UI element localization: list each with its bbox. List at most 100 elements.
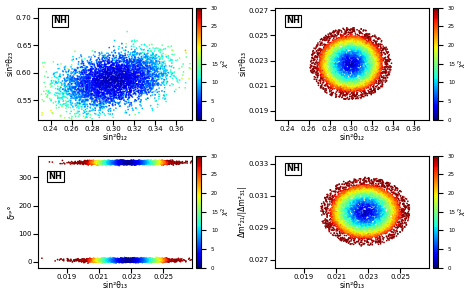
Point xyxy=(150,160,157,165)
Point xyxy=(100,258,107,262)
Point xyxy=(374,42,382,47)
Point xyxy=(369,46,376,51)
Point xyxy=(135,259,142,264)
Point xyxy=(84,97,91,102)
Point xyxy=(127,258,134,263)
Point xyxy=(144,161,151,166)
Point xyxy=(117,160,125,165)
Point xyxy=(366,235,374,239)
Point xyxy=(125,160,133,165)
Point xyxy=(358,67,366,71)
Point xyxy=(72,159,79,164)
Point xyxy=(148,160,155,165)
Point xyxy=(163,257,171,261)
Point xyxy=(330,86,338,91)
Point xyxy=(147,87,155,92)
Point xyxy=(163,69,170,73)
Point xyxy=(376,77,383,81)
Point xyxy=(331,220,338,225)
Point xyxy=(355,222,362,227)
Point xyxy=(358,78,366,83)
Point xyxy=(147,72,155,76)
Point xyxy=(342,211,350,216)
Point xyxy=(76,104,84,109)
Point xyxy=(133,259,140,264)
Point xyxy=(377,84,384,89)
Point xyxy=(115,160,122,165)
Point xyxy=(96,260,103,265)
Point xyxy=(337,34,345,39)
Point xyxy=(377,199,385,204)
Point xyxy=(83,258,91,263)
Point xyxy=(132,55,139,60)
Point xyxy=(350,63,357,68)
Point xyxy=(145,159,152,164)
Point xyxy=(385,226,393,231)
Point xyxy=(95,81,102,86)
Point xyxy=(122,160,129,165)
Point xyxy=(95,55,102,60)
Point xyxy=(121,258,128,262)
Point xyxy=(346,54,353,58)
Point xyxy=(62,69,70,74)
Point xyxy=(151,257,158,262)
Point xyxy=(118,160,126,165)
Point xyxy=(110,159,118,164)
Point xyxy=(323,65,330,70)
Point xyxy=(129,161,137,166)
Point xyxy=(127,258,134,263)
Point xyxy=(126,160,133,165)
Point xyxy=(153,65,160,70)
Point xyxy=(148,82,156,87)
Point xyxy=(144,258,151,263)
Point xyxy=(359,214,366,218)
Point xyxy=(329,203,337,208)
Point xyxy=(98,160,106,164)
Point xyxy=(375,206,383,211)
Point xyxy=(87,67,95,71)
Point xyxy=(119,162,127,167)
Point xyxy=(366,200,374,205)
Point xyxy=(359,75,366,79)
Point xyxy=(364,182,372,187)
Point xyxy=(375,196,383,200)
Point xyxy=(343,192,351,196)
Point xyxy=(352,204,359,208)
Point xyxy=(161,259,168,264)
Point xyxy=(333,55,340,60)
Point xyxy=(75,101,83,106)
Point xyxy=(151,259,159,264)
Point xyxy=(123,160,130,165)
Point xyxy=(96,257,104,261)
Point xyxy=(130,160,137,165)
Point xyxy=(371,33,379,38)
Point xyxy=(148,258,156,263)
Point xyxy=(139,259,147,263)
Point xyxy=(97,80,104,85)
Point xyxy=(119,160,127,165)
Point xyxy=(115,84,123,89)
Point xyxy=(344,200,352,205)
Point xyxy=(142,158,150,163)
Point xyxy=(109,88,117,92)
Point xyxy=(135,159,142,163)
Point xyxy=(368,218,375,222)
Point xyxy=(152,160,160,165)
Point xyxy=(352,231,359,235)
Point xyxy=(93,258,101,262)
Point xyxy=(125,257,133,262)
Point xyxy=(375,66,383,71)
Point xyxy=(337,203,344,207)
Point xyxy=(383,51,391,56)
Point xyxy=(149,50,156,55)
Point xyxy=(322,70,329,74)
Point xyxy=(385,192,392,197)
Point xyxy=(332,75,340,80)
Point xyxy=(93,76,100,81)
Point xyxy=(98,90,105,95)
Point xyxy=(154,59,162,64)
Point xyxy=(336,48,343,52)
Point xyxy=(155,258,163,263)
Point xyxy=(129,160,137,165)
Point xyxy=(137,79,145,83)
